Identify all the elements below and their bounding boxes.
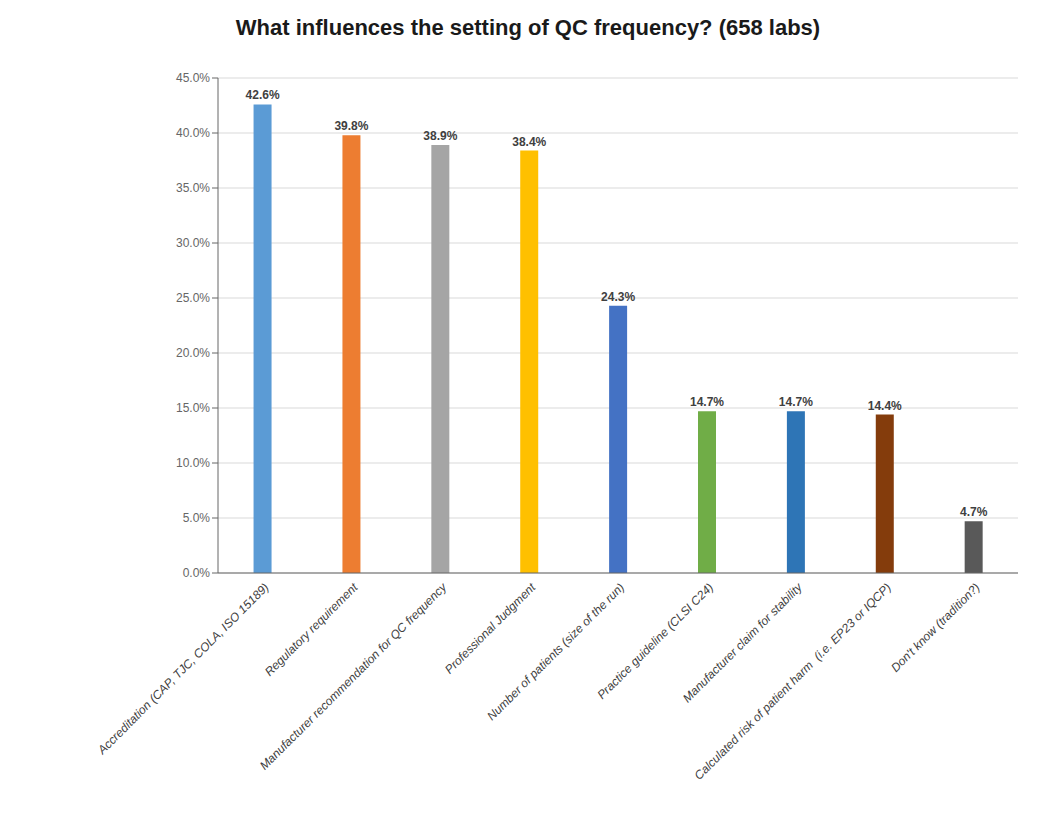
svg-text:0.0%: 0.0%	[183, 566, 211, 580]
svg-text:14.4%: 14.4%	[868, 399, 902, 413]
svg-text:Calculated risk of patient har: Calculated risk of patient harm (i.e. EP…	[692, 580, 894, 782]
svg-text:38.9%: 38.9%	[423, 129, 457, 143]
svg-text:4.7%: 4.7%	[960, 505, 988, 519]
svg-text:Professional Judgment: Professional Judgment	[442, 580, 539, 677]
svg-text:14.7%: 14.7%	[690, 395, 724, 409]
svg-text:Accreditation (CAP, TJC, COLA,: Accreditation (CAP, TJC, COLA, ISO 15189…	[94, 580, 271, 757]
svg-text:39.8%: 39.8%	[334, 119, 368, 133]
svg-text:45.0%: 45.0%	[176, 71, 210, 85]
svg-text:40.0%: 40.0%	[176, 126, 210, 140]
svg-text:Manufacturer recommendation fo: Manufacturer recommendation for QC frequ…	[257, 580, 450, 773]
svg-text:15.0%: 15.0%	[176, 401, 210, 415]
html-text:What influences the setting of: What influences the setting of QC freque…	[235, 15, 821, 40]
svg-text:24.3%: 24.3%	[601, 290, 635, 304]
svg-text:38.4%: 38.4%	[512, 135, 546, 149]
svg-text:Number of patients (size of th: Number of patients (size of the run)	[484, 580, 627, 723]
svg-text:35.0%: 35.0%	[176, 181, 210, 195]
svg-text:10.0%: 10.0%	[176, 456, 210, 470]
svg-text:Regulatory requirement: Regulatory requirement	[262, 580, 361, 679]
svg-text:Practice guideline (CLSI C24): Practice guideline (CLSI C24)	[594, 580, 717, 702]
svg-text:30.0%: 30.0%	[176, 236, 210, 250]
svg-text:25.0%: 25.0%	[176, 291, 210, 305]
svg-text:Manufacturer claim for stabili: Manufacturer claim for stability	[680, 580, 805, 706]
svg-text:Don't know (tradition?): Don't know (tradition?)	[888, 580, 983, 675]
svg-text:20.0%: 20.0%	[176, 346, 210, 360]
svg-text:42.6%: 42.6%	[246, 88, 280, 102]
svg-text:5.0%: 5.0%	[183, 511, 211, 525]
svg-text:14.7%: 14.7%	[779, 395, 813, 409]
